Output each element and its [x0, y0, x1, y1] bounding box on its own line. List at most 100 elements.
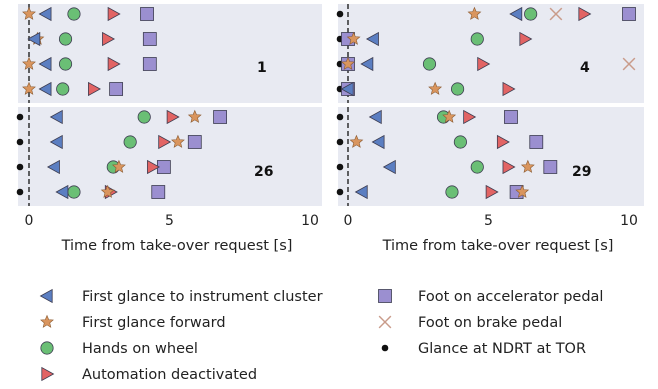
instrument-point [38, 56, 52, 72]
automation-point [519, 31, 533, 47]
instrument-point [360, 56, 374, 72]
panel-26: 26 0 5 10 Time from take-over request [s] [16, 107, 322, 254]
legend-item-hands: Hands on wheel [40, 341, 198, 357]
accelerator-point [142, 57, 157, 71]
ndrt-glance-point [336, 188, 344, 196]
panel-label: 4 [580, 60, 590, 76]
automation-point [502, 81, 516, 97]
instrument-point [368, 109, 382, 125]
instrument-point [49, 134, 63, 150]
x-tick-label: 10 [620, 213, 638, 229]
automation-point [578, 6, 592, 22]
forward-point [467, 6, 482, 20]
ndrt-glance-point [336, 10, 344, 18]
forward-point [515, 184, 530, 198]
panel-1: 1 [18, 4, 322, 103]
automation-point [107, 56, 121, 72]
legend-label: First glance forward [82, 315, 226, 331]
hands-point [470, 160, 484, 174]
instrument-point [365, 31, 379, 47]
legend-item-ndrt: Glance at NDRT at TOR [381, 341, 586, 357]
panel-4: 4 [336, 4, 644, 103]
instrument-point [46, 159, 60, 175]
instrument-point [49, 109, 63, 125]
forward-point [442, 109, 457, 123]
x-tick-label: 10 [301, 213, 319, 229]
instrument-point [38, 81, 52, 97]
ndrt-glance-point [16, 188, 24, 196]
forward-point [349, 134, 364, 148]
hands-point [422, 57, 437, 71]
hands-point [137, 110, 151, 124]
panel-background [338, 4, 644, 103]
ndrt-glance-point [336, 163, 344, 171]
hands-point [453, 135, 467, 149]
instrument-point [371, 134, 385, 150]
ndrt-glance-point [336, 138, 344, 146]
brake-point [622, 57, 636, 71]
forward-point [111, 159, 126, 173]
forward-point [100, 184, 115, 198]
legend-item-automation: Automation deactivated [41, 366, 257, 383]
legend-item-accelerator: Foot on accelerator pedal [378, 289, 603, 305]
x-tick-label: 5 [165, 213, 174, 229]
x-tick-label: 5 [484, 213, 493, 229]
automation-point [496, 134, 510, 150]
instrument-point [38, 6, 52, 22]
legend-label: Automation deactivated [82, 367, 257, 383]
instrument-point [55, 184, 69, 200]
forward-point [428, 81, 443, 95]
hands-point [58, 57, 73, 71]
automation-point [502, 159, 516, 175]
x-axis-label: Time from take-over request [s] [61, 238, 293, 254]
automation-point [107, 6, 121, 22]
legend-hands-marker [40, 341, 54, 355]
legend-automation-marker [41, 366, 55, 382]
accelerator-point [140, 7, 154, 21]
accelerator-point [622, 7, 636, 21]
automation-point [158, 134, 172, 150]
x-tick-label: 0 [25, 213, 34, 229]
legend-ndrt-marker [381, 344, 389, 352]
hands-point [524, 7, 538, 21]
accelerator-point [504, 110, 518, 124]
automation-point [88, 81, 101, 97]
forward-point [346, 31, 361, 45]
automation-point [463, 109, 477, 125]
forward-point [22, 81, 36, 95]
instrument-point [382, 159, 396, 175]
accelerator-point [529, 135, 544, 149]
legend-label: Foot on brake pedal [418, 315, 562, 331]
forward-point [171, 134, 185, 148]
accelerator-point [213, 110, 227, 124]
hands-point [123, 135, 137, 149]
automation-point [166, 109, 180, 125]
legend-instrument-marker [39, 288, 53, 304]
legend-label: Glance at NDRT at TOR [418, 341, 586, 357]
accelerator-point [543, 160, 558, 174]
legend-label: Foot on accelerator pedal [418, 289, 603, 305]
accelerator-point [151, 185, 166, 199]
forward-point [22, 6, 36, 20]
x-tick-label: 0 [344, 213, 353, 229]
legend-label: First glance to instrument cluster [82, 289, 323, 305]
hands-point [56, 82, 70, 96]
hands-point [451, 82, 465, 96]
instrument-point [354, 184, 368, 200]
hands-point [58, 32, 73, 46]
forward-point [341, 56, 355, 70]
automation-point [102, 31, 116, 47]
automation-point [147, 159, 160, 175]
panel-label: 29 [572, 164, 591, 180]
instrument-point [509, 6, 523, 22]
accelerator-point [109, 82, 124, 96]
automation-point [485, 184, 499, 200]
forward-point [187, 109, 202, 123]
panel-label: 1 [257, 60, 267, 76]
panel-29: 29 0 5 10 Time from take-over request [s] [336, 107, 644, 254]
ndrt-glance-point [336, 113, 344, 121]
legend-forward-marker [40, 314, 54, 328]
forward-point [520, 159, 535, 173]
x-axis-label: Time from take-over request [s] [382, 238, 614, 254]
legend-accelerator-marker [378, 289, 392, 303]
